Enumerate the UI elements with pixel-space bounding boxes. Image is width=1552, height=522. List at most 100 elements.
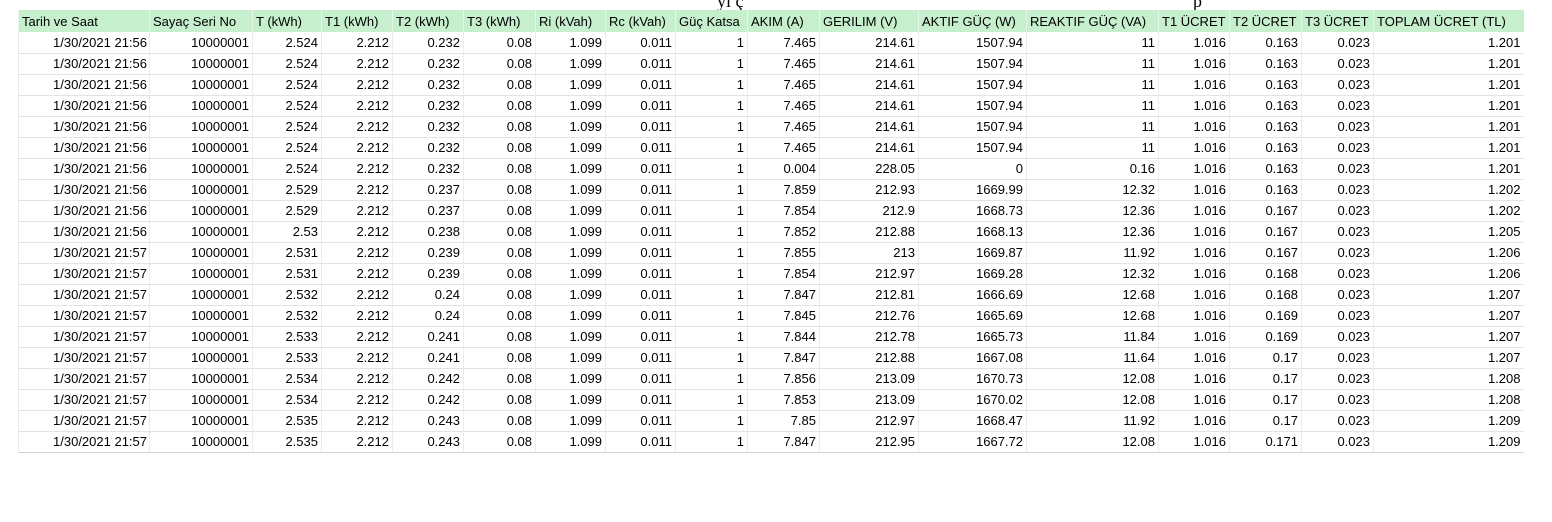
table-cell[interactable]: 7.854 bbox=[747, 263, 820, 285]
table-cell[interactable]: 1669.28 bbox=[918, 263, 1027, 285]
table-cell[interactable]: 2.534 bbox=[252, 389, 322, 411]
table-cell[interactable]: 0.011 bbox=[605, 410, 676, 432]
table-cell[interactable]: 0.011 bbox=[605, 137, 676, 159]
table-cell[interactable]: 1.202 bbox=[1373, 179, 1524, 201]
table-cell[interactable]: 1/30/2021 21:56 bbox=[18, 137, 150, 159]
table-cell[interactable]: 2.531 bbox=[252, 263, 322, 285]
table-cell[interactable]: 1.099 bbox=[535, 263, 606, 285]
column-header[interactable]: GERILIM (V) bbox=[819, 10, 919, 32]
table-cell[interactable]: 2.534 bbox=[252, 368, 322, 390]
table-cell[interactable]: 1.207 bbox=[1373, 305, 1524, 327]
table-cell[interactable]: 1/30/2021 21:57 bbox=[18, 347, 150, 369]
table-cell[interactable]: 7.465 bbox=[747, 53, 820, 75]
table-cell[interactable]: 0.08 bbox=[463, 410, 536, 432]
table-cell[interactable]: 0.239 bbox=[392, 263, 464, 285]
table-cell[interactable]: 0.08 bbox=[463, 32, 536, 54]
table-cell[interactable]: 1.016 bbox=[1158, 116, 1230, 138]
table-cell[interactable]: 0.011 bbox=[605, 347, 676, 369]
table-cell[interactable]: 2.212 bbox=[321, 284, 393, 306]
table-cell[interactable]: 2.524 bbox=[252, 116, 322, 138]
table-cell[interactable]: 0.232 bbox=[392, 158, 464, 180]
table-cell[interactable]: 2.529 bbox=[252, 179, 322, 201]
table-cell[interactable]: 0.08 bbox=[463, 284, 536, 306]
table-cell[interactable]: 1.206 bbox=[1373, 263, 1524, 285]
table-cell[interactable]: 0.023 bbox=[1301, 158, 1374, 180]
table-cell[interactable]: 0.023 bbox=[1301, 305, 1374, 327]
table-cell[interactable]: 1507.94 bbox=[918, 137, 1027, 159]
table-cell[interactable]: 1.016 bbox=[1158, 410, 1230, 432]
table-cell[interactable]: 10000001 bbox=[149, 137, 253, 159]
table-cell[interactable]: 10000001 bbox=[149, 242, 253, 264]
table-cell[interactable]: 1 bbox=[675, 53, 748, 75]
table-cell[interactable]: 1 bbox=[675, 389, 748, 411]
table-cell[interactable]: 1/30/2021 21:57 bbox=[18, 242, 150, 264]
table-cell[interactable]: 1.201 bbox=[1373, 74, 1524, 96]
table-cell[interactable]: 1670.02 bbox=[918, 389, 1027, 411]
table-cell[interactable]: 12.68 bbox=[1026, 284, 1159, 306]
table-cell[interactable]: 2.524 bbox=[252, 74, 322, 96]
table-cell[interactable]: 7.856 bbox=[747, 368, 820, 390]
table-cell[interactable]: 1/30/2021 21:57 bbox=[18, 326, 150, 348]
table-cell[interactable]: 7.845 bbox=[747, 305, 820, 327]
table-cell[interactable]: 212.76 bbox=[819, 305, 919, 327]
table-cell[interactable]: 2.212 bbox=[321, 95, 393, 117]
table-cell[interactable]: 10000001 bbox=[149, 32, 253, 54]
table-cell[interactable]: 214.61 bbox=[819, 95, 919, 117]
table-cell[interactable]: 0.241 bbox=[392, 347, 464, 369]
table-cell[interactable]: 0.011 bbox=[605, 326, 676, 348]
table-cell[interactable]: 212.95 bbox=[819, 431, 919, 453]
column-header[interactable]: TOPLAM ÜCRET (TL) bbox=[1373, 10, 1524, 32]
table-cell[interactable]: 0.163 bbox=[1229, 116, 1302, 138]
table-cell[interactable]: 7.855 bbox=[747, 242, 820, 264]
table-cell[interactable]: 2.212 bbox=[321, 137, 393, 159]
table-cell[interactable]: 0.08 bbox=[463, 116, 536, 138]
table-cell[interactable]: 10000001 bbox=[149, 389, 253, 411]
table-cell[interactable]: 0.169 bbox=[1229, 326, 1302, 348]
table-cell[interactable]: 0.169 bbox=[1229, 305, 1302, 327]
table-cell[interactable]: 0.08 bbox=[463, 326, 536, 348]
table-cell[interactable]: 1.202 bbox=[1373, 200, 1524, 222]
table-cell[interactable]: 2.212 bbox=[321, 263, 393, 285]
table-cell[interactable]: 11 bbox=[1026, 53, 1159, 75]
table-cell[interactable]: 2.212 bbox=[321, 242, 393, 264]
table-cell[interactable]: 10000001 bbox=[149, 431, 253, 453]
table-cell[interactable]: 1669.87 bbox=[918, 242, 1027, 264]
table-cell[interactable]: 11.64 bbox=[1026, 347, 1159, 369]
table-cell[interactable]: 1 bbox=[675, 431, 748, 453]
table-cell[interactable]: 0.023 bbox=[1301, 389, 1374, 411]
table-cell[interactable]: 0.011 bbox=[605, 116, 676, 138]
table-cell[interactable]: 0.16 bbox=[1026, 158, 1159, 180]
table-cell[interactable]: 1.099 bbox=[535, 32, 606, 54]
table-cell[interactable]: 1 bbox=[675, 200, 748, 222]
table-cell[interactable]: 1/30/2021 21:57 bbox=[18, 431, 150, 453]
table-cell[interactable]: 0.163 bbox=[1229, 158, 1302, 180]
table-cell[interactable]: 0.023 bbox=[1301, 137, 1374, 159]
table-cell[interactable]: 0.011 bbox=[605, 221, 676, 243]
table-cell[interactable]: 0.168 bbox=[1229, 284, 1302, 306]
table-cell[interactable]: 1507.94 bbox=[918, 32, 1027, 54]
table-cell[interactable]: 0.011 bbox=[605, 431, 676, 453]
table-cell[interactable]: 1.099 bbox=[535, 410, 606, 432]
table-cell[interactable]: 1.016 bbox=[1158, 347, 1230, 369]
table-cell[interactable]: 1667.72 bbox=[918, 431, 1027, 453]
table-cell[interactable]: 0.011 bbox=[605, 284, 676, 306]
table-cell[interactable]: 2.212 bbox=[321, 32, 393, 54]
column-header[interactable]: Rc (kVah) bbox=[605, 10, 676, 32]
table-cell[interactable]: 0.011 bbox=[605, 389, 676, 411]
table-cell[interactable]: 0.24 bbox=[392, 305, 464, 327]
table-cell[interactable]: 2.524 bbox=[252, 53, 322, 75]
table-cell[interactable]: 1.016 bbox=[1158, 137, 1230, 159]
table-cell[interactable]: 0.237 bbox=[392, 200, 464, 222]
table-cell[interactable]: 0.08 bbox=[463, 431, 536, 453]
table-cell[interactable]: 2.53 bbox=[252, 221, 322, 243]
table-cell[interactable]: 2.529 bbox=[252, 200, 322, 222]
table-cell[interactable]: 7.847 bbox=[747, 347, 820, 369]
table-cell[interactable]: 1507.94 bbox=[918, 116, 1027, 138]
table-cell[interactable]: 0.243 bbox=[392, 431, 464, 453]
table-cell[interactable]: 2.212 bbox=[321, 200, 393, 222]
table-cell[interactable]: 214.61 bbox=[819, 116, 919, 138]
table-cell[interactable]: 11 bbox=[1026, 74, 1159, 96]
table-cell[interactable]: 1.099 bbox=[535, 158, 606, 180]
table-cell[interactable]: 2.533 bbox=[252, 326, 322, 348]
table-cell[interactable]: 212.9 bbox=[819, 200, 919, 222]
